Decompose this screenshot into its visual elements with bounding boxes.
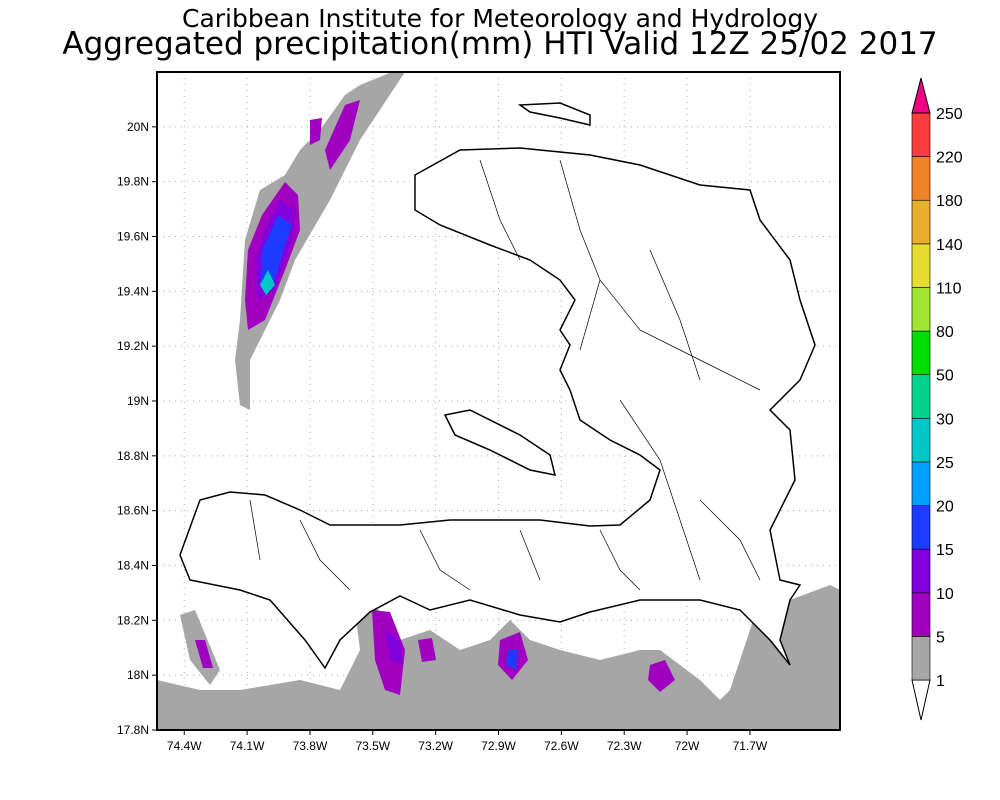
precip-blob-purple xyxy=(418,638,436,662)
tortuga-island xyxy=(517,102,591,126)
y-tick-label: 19.4N xyxy=(117,284,149,298)
y-tick-label: 18.6N xyxy=(117,504,149,518)
haiti-coastline xyxy=(179,147,816,670)
colorbar-swatch xyxy=(911,330,931,375)
y-tick-label: 17.8N xyxy=(117,723,149,737)
precip-blob-blue xyxy=(506,650,518,670)
colorbar-below-arrow xyxy=(911,679,931,721)
colorbar-label: 30 xyxy=(936,411,954,428)
colorbar-label: 15 xyxy=(936,542,954,559)
colorbar-label: 5 xyxy=(936,629,945,646)
y-tick-label: 18.8N xyxy=(117,449,149,463)
x-tick-label: 72.3W xyxy=(607,739,642,753)
precip-blob-cyan xyxy=(260,270,275,295)
precip-blob-purple xyxy=(195,640,213,668)
colorbar-swatch xyxy=(911,505,931,550)
precip-band-south-gray xyxy=(157,585,840,730)
colorbar-label: 25 xyxy=(936,455,954,472)
admin-boundaries xyxy=(249,159,761,591)
colorbar-swatch xyxy=(911,112,931,157)
y-tick-label: 19N xyxy=(127,394,149,408)
colorbar-label: 1 xyxy=(936,673,945,690)
colorbar-label: 50 xyxy=(936,368,954,385)
y-tick-label: 18N xyxy=(127,668,149,682)
colorbar-label: 250 xyxy=(936,106,963,123)
colorbar-label: 20 xyxy=(936,499,954,516)
x-tick-label: 71.7W xyxy=(733,739,768,753)
precip-blob-purple xyxy=(310,118,322,145)
precip-blob-purple xyxy=(648,660,675,692)
precip-blob-violet xyxy=(385,630,403,665)
colorbar-swatch xyxy=(911,418,931,463)
chart-subtitle: Aggregated precipitation(mm) HTI Valid 1… xyxy=(62,26,938,62)
y-tick-label: 20N xyxy=(127,120,149,134)
x-tick-label: 72.9W xyxy=(481,739,516,753)
x-tick-label: 73.2W xyxy=(418,739,453,753)
colorbar-label: 180 xyxy=(936,193,963,210)
colorbar-label: 80 xyxy=(936,324,954,341)
colorbar-label: 10 xyxy=(936,586,954,603)
precipitation-fields xyxy=(157,72,840,730)
colorbar-swatch xyxy=(911,548,931,594)
colorbar-label: 110 xyxy=(936,280,962,297)
colorbar-swatch xyxy=(911,287,931,332)
chart-title: Caribbean Institute for Meteorology and … xyxy=(182,4,818,33)
precip-blob-purple xyxy=(325,100,360,170)
y-tick-label: 19.6N xyxy=(117,230,149,244)
gonave-island xyxy=(443,409,557,476)
colorbar-swatch xyxy=(911,374,931,419)
x-tick-label: 73.5W xyxy=(355,739,390,753)
y-tick-label: 19.8N xyxy=(117,175,149,189)
y-tick-label: 19.2N xyxy=(117,339,149,353)
x-tick-label: 73.8W xyxy=(293,739,328,753)
precip-blob-purple xyxy=(372,610,405,695)
y-tick-label: 18.2N xyxy=(117,613,149,627)
colorbar-label: 220 xyxy=(936,150,963,167)
colorbar-swatch xyxy=(911,461,931,506)
colorbar-swatch xyxy=(911,156,931,201)
y-tick-label: 18.4N xyxy=(117,559,149,573)
colorbar-label: 140 xyxy=(936,237,963,254)
colorbar-swatch xyxy=(911,592,931,637)
colorbar-above-arrow xyxy=(911,77,931,114)
colorbar-swatch xyxy=(911,636,931,681)
colorbar-swatch xyxy=(911,199,931,245)
x-tick-label: 72W xyxy=(675,739,700,753)
colorbar-swatch xyxy=(911,243,931,288)
x-tick-label: 74.1W xyxy=(230,739,265,753)
x-tick-label: 74.4W xyxy=(167,739,202,753)
x-tick-label: 72.6W xyxy=(544,739,579,753)
